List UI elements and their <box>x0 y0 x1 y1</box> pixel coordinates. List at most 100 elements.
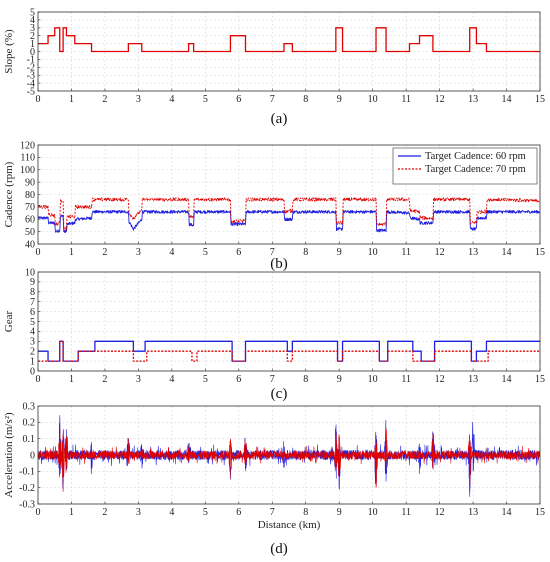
y-tick-label: 0.3 <box>23 401 36 412</box>
x-tick-label: 1 <box>69 507 74 518</box>
x-tick-label: 12 <box>435 247 445 258</box>
x-tick-label: 4 <box>169 94 174 105</box>
plot-frame <box>37 271 541 372</box>
chart-panel-c: 0 1 2 3 4 5 6 7 8 9 10 11 12 13 14 15012345678910Gear(c… <box>3 267 545 402</box>
x-tick-label: 1 <box>69 374 74 385</box>
x-tick-label: 14 <box>502 247 512 258</box>
y-tick-label: 6 <box>30 307 35 318</box>
x-tick-label: 3 <box>136 94 141 105</box>
y-tick-label: 5 <box>30 7 35 18</box>
y-axis-label: Slope (%) <box>3 29 15 74</box>
x-tick-label: 5 <box>203 374 208 385</box>
y-tick-label: 9 <box>30 277 35 288</box>
y-tick-label: 0 <box>30 366 35 377</box>
x-tick-label: 2 <box>102 94 107 105</box>
x-tick-label: 6 <box>236 374 241 385</box>
x-tick-label: 5 <box>203 507 208 518</box>
panel-caption: (d) <box>270 541 288 557</box>
x-tick-label: 4 <box>169 247 174 258</box>
x-tick-label: 6 <box>236 247 241 258</box>
x-tick-label: 5 <box>203 94 208 105</box>
x-tick-label: 13 <box>468 507 478 518</box>
panel-caption: (c) <box>271 386 288 402</box>
y-tick-label: -0.2 <box>19 483 35 494</box>
x-tick-label: 10 <box>368 374 378 385</box>
y-tick-label: 7 <box>30 297 35 308</box>
x-tick-label: 5 <box>203 247 208 258</box>
x-tick-label: 1 <box>69 94 74 105</box>
y-axis-label: Gear <box>3 310 15 332</box>
plot-area <box>38 27 540 53</box>
y-tick-label: 0.2 <box>23 418 36 429</box>
x-tick-label: 0 <box>36 374 41 385</box>
x-tick-label: 6 <box>236 94 241 105</box>
series-line-a-1 <box>38 27 540 53</box>
x-tick-label: 3 <box>136 247 141 258</box>
y-tick-label: 4 <box>30 15 35 26</box>
y-tick-label: 5 <box>30 317 35 328</box>
y-tick-label: -4 <box>27 78 35 89</box>
x-tick-label: 12 <box>435 94 445 105</box>
y-tick-label: 4 <box>30 327 35 338</box>
y-tick-label: 0.1 <box>23 434 36 445</box>
x-tick-label: 9 <box>337 94 342 105</box>
x-tick-label: 11 <box>401 247 411 258</box>
x-tick-label: 0 <box>36 94 41 105</box>
x-tick-label: 3 <box>136 374 141 385</box>
y-tick-label: 50 <box>25 227 35 238</box>
y-axis-label: Cadence (rpm) <box>3 161 15 227</box>
y-tick-label: 8 <box>30 287 35 298</box>
x-tick-label: 2 <box>102 374 107 385</box>
y-tick-label: 110 <box>20 153 35 164</box>
x-tick-label: 15 <box>535 507 545 518</box>
x-tick-label: 15 <box>535 374 545 385</box>
x-tick-label: 6 <box>236 507 241 518</box>
y-tick-label: 1 <box>30 39 35 50</box>
x-tick-label: 8 <box>303 94 308 105</box>
legend-entry: Target Cadence: 60 rpm <box>425 151 526 162</box>
x-tick-label: 10 <box>368 247 378 258</box>
x-tick-label: 8 <box>303 374 308 385</box>
y-tick-label: -0.1 <box>19 467 35 478</box>
x-tick-label: 0 <box>36 247 41 258</box>
legend-box <box>392 147 538 185</box>
x-tick-label: 9 <box>337 374 342 385</box>
y-tick-label: 90 <box>25 177 35 188</box>
x-tick-label: 7 <box>270 507 275 518</box>
y-tick-label: 10 <box>25 267 35 278</box>
y-tick-label: -2 <box>27 63 35 74</box>
x-tick-label: 14 <box>502 507 512 518</box>
y-tick-label: 0 <box>30 450 35 461</box>
y-tick-label: 80 <box>25 190 35 201</box>
x-tick-label: 11 <box>401 94 411 105</box>
y-tick-label: 2 <box>30 31 35 42</box>
y-tick-label: 60 <box>25 215 35 226</box>
plot-area <box>38 340 540 362</box>
y-tick-label: 70 <box>25 202 35 213</box>
series-line-b-2 <box>38 197 540 232</box>
y-tick-label: 120 <box>20 140 35 151</box>
x-tick-label: 10 <box>368 507 378 518</box>
y-tick-label: -3 <box>27 71 35 82</box>
x-tick-label: 14 <box>502 94 512 105</box>
x-tick-label: 3 <box>136 507 141 518</box>
chart-panel-d: 0 1 2 3 4 5 6 7 8 9 10 11 12 13 14 15-0.3-0.2-0.100.10.… <box>3 401 545 557</box>
x-tick-label: 8 <box>303 507 308 518</box>
panel-caption: (a) <box>271 111 288 127</box>
x-tick-label: 4 <box>169 507 174 518</box>
x-tick-label: 13 <box>468 247 478 258</box>
x-tick-label: 2 <box>102 247 107 258</box>
y-tick-label: 100 <box>20 165 35 176</box>
x-tick-label: 13 <box>468 374 478 385</box>
x-tick-label: 4 <box>169 374 174 385</box>
y-tick-label: 3 <box>30 337 35 348</box>
y-tick-label: 0 <box>30 47 35 58</box>
x-tick-label: 12 <box>435 507 445 518</box>
x-tick-label: 9 <box>337 247 342 258</box>
x-tick-label: 1 <box>69 247 74 258</box>
x-tick-label: 0 <box>36 507 41 518</box>
y-tick-label: -0.3 <box>19 499 35 510</box>
x-tick-label: 14 <box>502 374 512 385</box>
series-line-d-2 <box>38 428 540 492</box>
